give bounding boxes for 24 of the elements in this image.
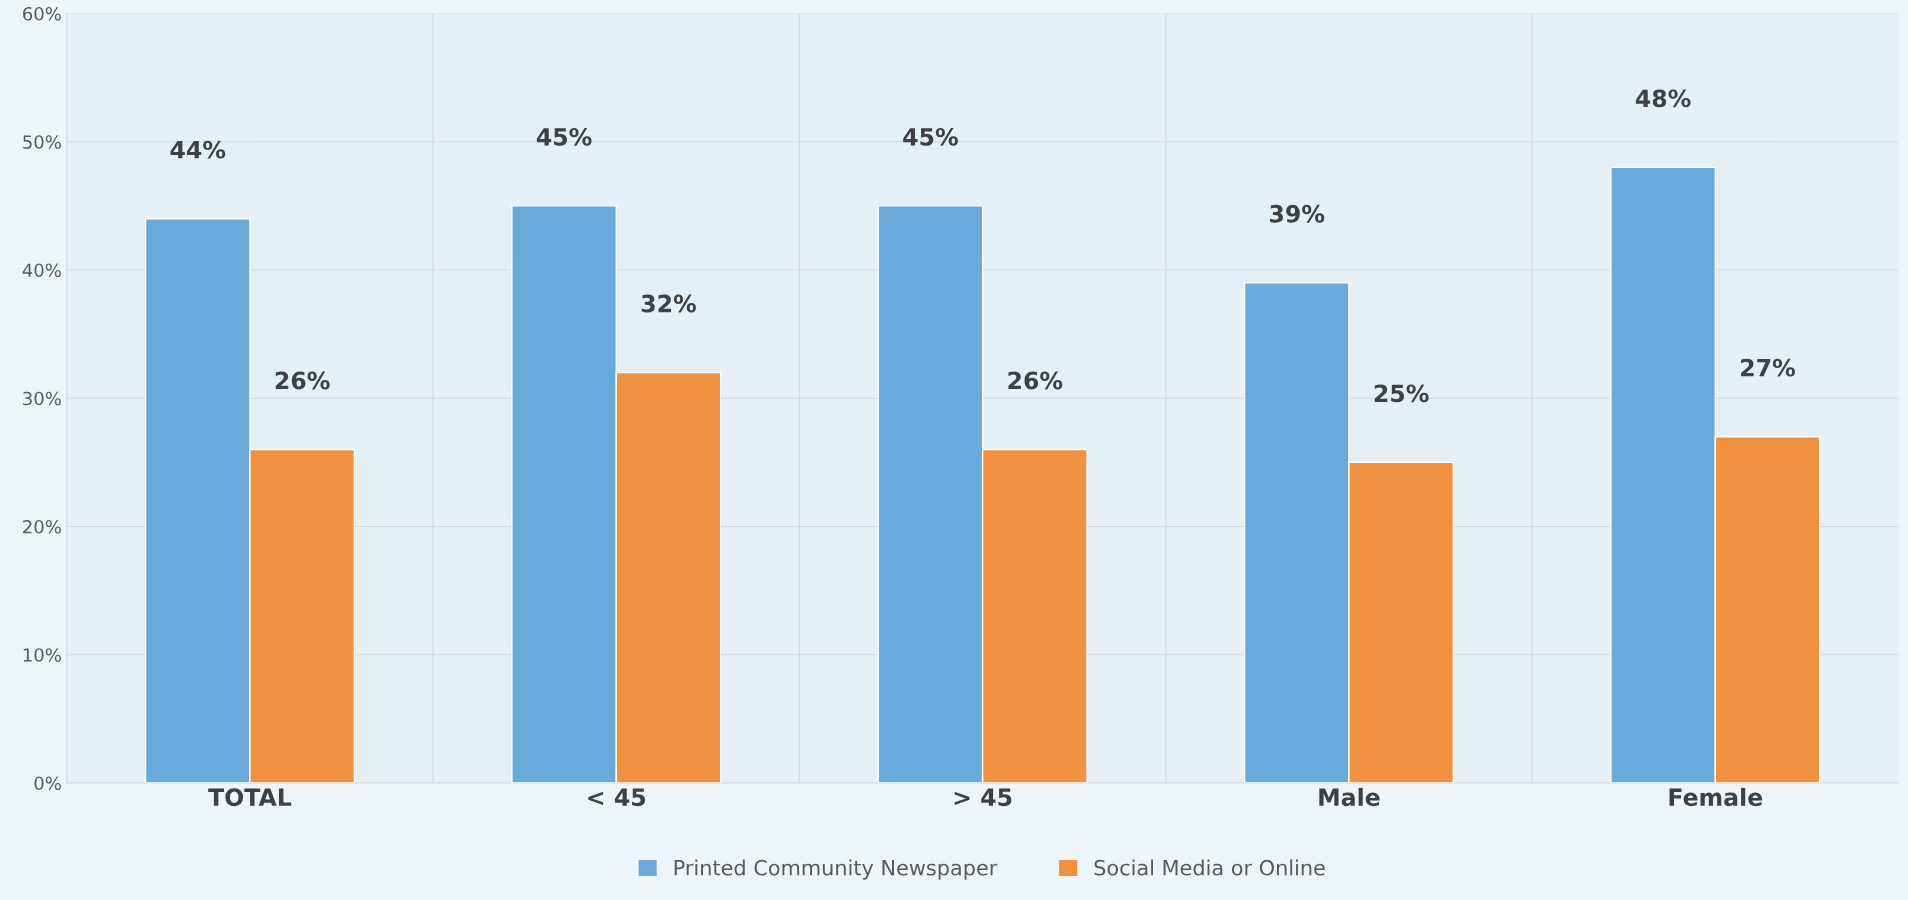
y-tick-label: 20% [23, 519, 61, 534]
data-label: 27% [1741, 358, 1795, 377]
data-label: 48% [1635, 89, 1691, 108]
y-tick-label: 60% [23, 6, 61, 21]
y-tick-label: 0% [34, 776, 61, 791]
x-tick-label: Male [1319, 787, 1380, 807]
x-tick-label: TOTAL [208, 788, 292, 807]
y-tick-label: 30% [23, 391, 61, 406]
x-tick-label: Female [1669, 787, 1763, 807]
x-tick-label: > 45 [954, 788, 1012, 807]
data-label: 25% [1374, 384, 1429, 403]
y-tick-label: 50% [23, 135, 61, 149]
legend-label: Social Media or Online [1094, 859, 1325, 876]
y-tick-label: 10% [23, 648, 61, 662]
data-label: 44% [170, 140, 226, 159]
legend-label: Printed Community Newspaper [674, 859, 998, 880]
data-label: 45% [903, 127, 958, 146]
data-label: 26% [1008, 371, 1063, 390]
y-tick-label: 40% [22, 263, 61, 278]
data-label: 32% [641, 294, 696, 313]
data-label: 45% [536, 127, 592, 146]
data-label: 39% [1270, 204, 1325, 223]
x-tick-label: < 45 [588, 788, 646, 807]
data-label: 26% [275, 371, 330, 390]
